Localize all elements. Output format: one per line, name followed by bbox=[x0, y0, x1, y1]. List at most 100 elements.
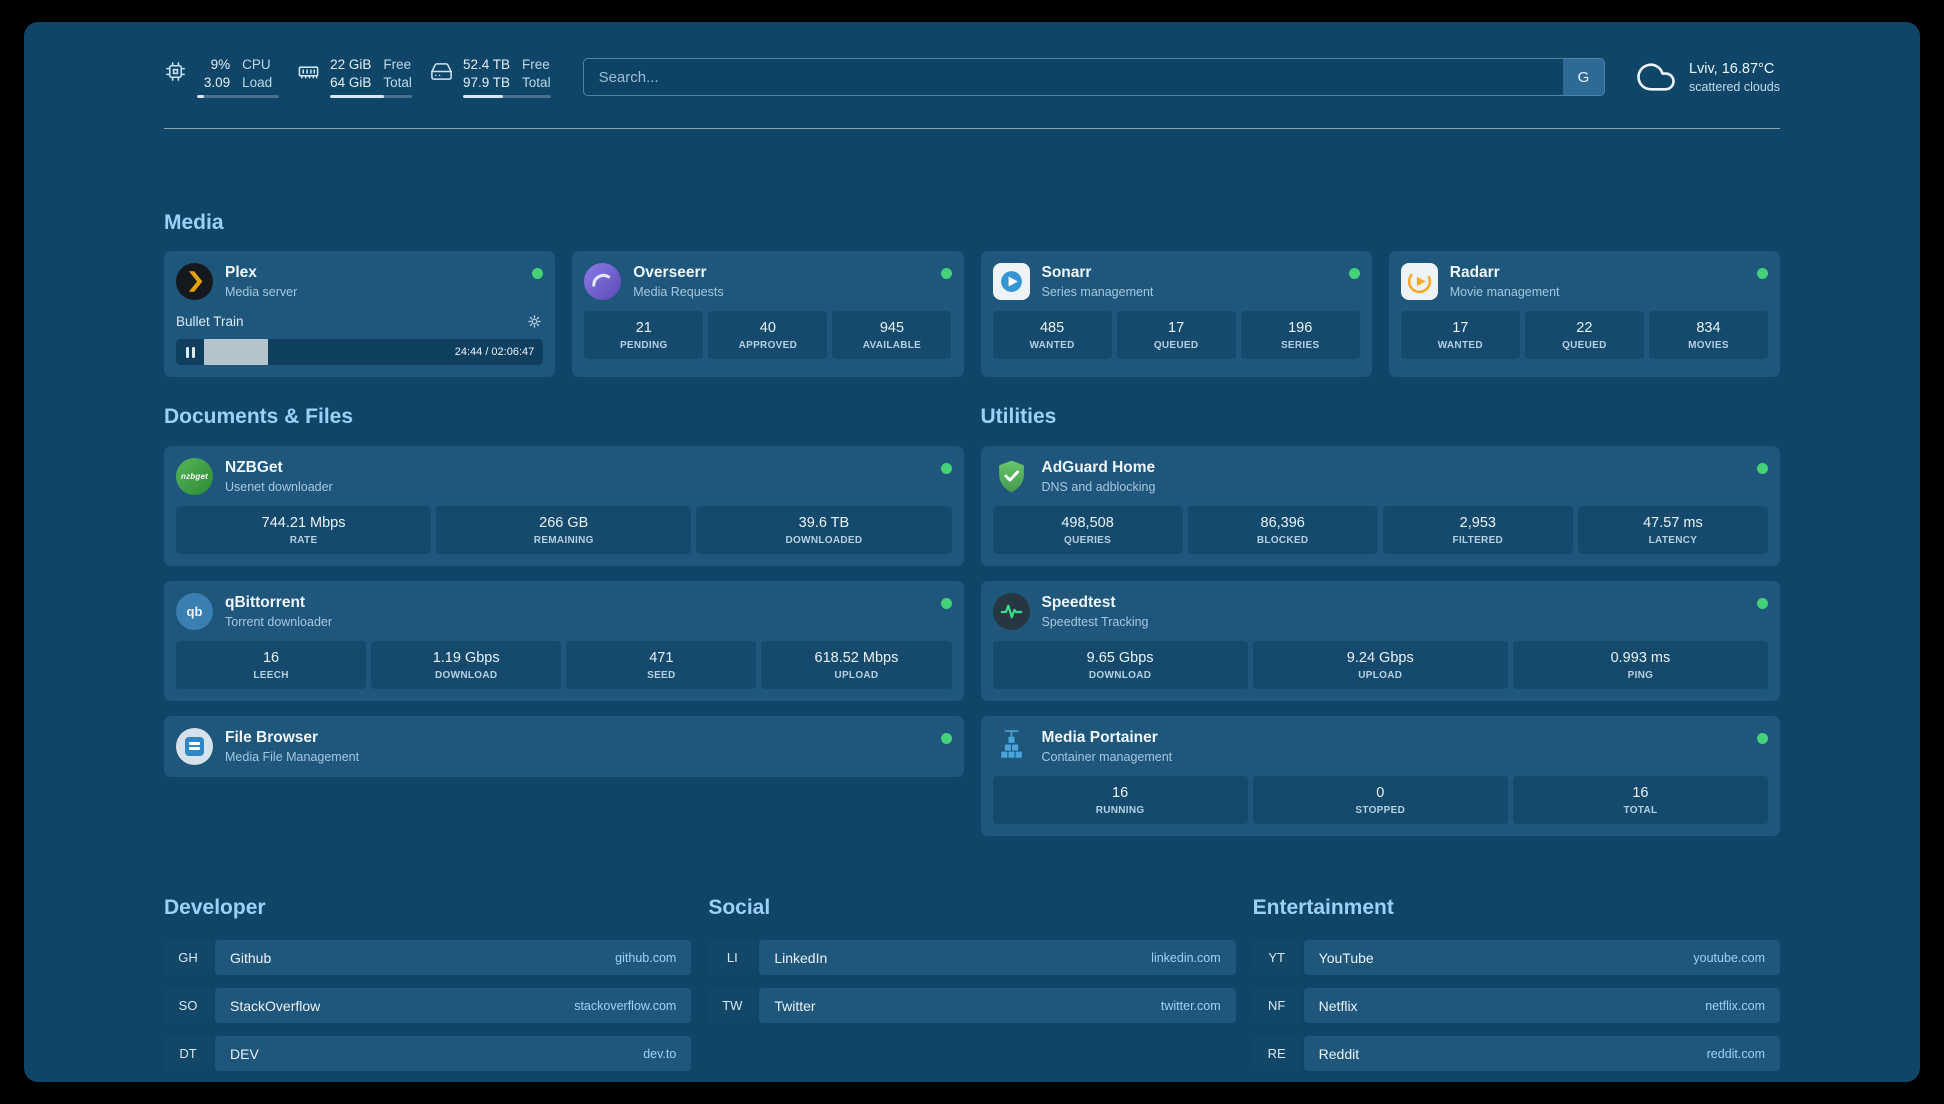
service-card-adguard[interactable]: AdGuard Home DNS and adblocking 498,508 Q… bbox=[980, 446, 1780, 566]
disk-free: 52.4 TB bbox=[463, 57, 511, 72]
stat-box: 16 LEECH bbox=[176, 641, 367, 689]
cpu-usage-bar bbox=[197, 95, 279, 98]
radarr-icon bbox=[1400, 263, 1438, 300]
bookmark-abbr: RE bbox=[1252, 1036, 1301, 1071]
service-subtitle: Media Requests bbox=[633, 285, 724, 299]
section-title-media: Media bbox=[164, 211, 224, 234]
playback-time: 24:44 / 02:06:47 bbox=[454, 346, 535, 358]
bookmark-dev[interactable]: DT DEV dev.to bbox=[164, 1036, 692, 1071]
playback-progress-bar[interactable] bbox=[204, 339, 543, 365]
bookmark-linkedin[interactable]: LI LinkedIn linkedin.com bbox=[708, 940, 1236, 975]
memory-total-label: Total bbox=[383, 75, 412, 90]
disk-free-label: Free bbox=[522, 57, 550, 72]
service-subtitle: Media server bbox=[225, 285, 298, 299]
stat-box: 266 GB REMAINING bbox=[436, 506, 692, 554]
status-online-dot bbox=[1757, 733, 1768, 744]
memory-usage-fill bbox=[330, 95, 385, 98]
bookmark-abbr: LI bbox=[708, 940, 757, 975]
section-title-utilities: Utilities bbox=[980, 405, 1057, 428]
weather-condition: scattered clouds bbox=[1688, 79, 1780, 94]
bookmark-abbr: SO bbox=[164, 988, 212, 1023]
service-name: Speedtest bbox=[1041, 594, 1116, 611]
status-online-dot bbox=[1757, 598, 1768, 609]
section-documents: Documents & Files nzbget NZBGet Usenet d… bbox=[164, 405, 964, 836]
service-subtitle: Speedtest Tracking bbox=[1041, 615, 1149, 629]
stat-box: 485 WANTED bbox=[992, 311, 1112, 359]
section-title-social: Social bbox=[708, 896, 771, 919]
section-title-developer: Developer bbox=[164, 896, 266, 919]
bookmark-name: Netflix bbox=[1318, 997, 1358, 1014]
media-player-bar: 24:44 / 02:06:47 bbox=[176, 339, 544, 365]
bookmark-group-developer: Developer GH Github github.com SO StackOv… bbox=[164, 896, 692, 1071]
service-card-qbittorrent[interactable]: qb qBittorrent Torrent downloader 16 LEEC… bbox=[164, 581, 964, 701]
bookmark-netflix[interactable]: NF Netflix netflix.com bbox=[1252, 988, 1780, 1023]
bookmark-name: StackOverflow bbox=[230, 997, 321, 1014]
stat-box: 9.65 Gbps DOWNLOAD bbox=[992, 641, 1248, 689]
gear-icon[interactable] bbox=[526, 313, 543, 330]
bookmark-group-entertainment: Entertainment YT YouTube youtube.com NF N… bbox=[1252, 896, 1780, 1071]
pause-button[interactable] bbox=[176, 339, 204, 365]
bookmark-name: LinkedIn bbox=[774, 949, 828, 966]
stat-box: 40 APPROVED bbox=[708, 311, 828, 359]
bookmark-name: YouTube bbox=[1318, 949, 1374, 966]
filebrowser-icon bbox=[176, 728, 213, 765]
stat-box: 17 QUEUED bbox=[1116, 311, 1236, 359]
service-subtitle: Torrent downloader bbox=[225, 615, 333, 629]
status-online-dot bbox=[532, 268, 544, 279]
service-card-filebrowser[interactable]: File Browser Media File Management bbox=[164, 716, 964, 777]
service-card-portainer[interactable]: Media Portainer Container management 16 R… bbox=[980, 716, 1780, 836]
search-provider-button[interactable]: G bbox=[1562, 59, 1604, 95]
stat-box: 47.57 ms LATENCY bbox=[1577, 506, 1768, 554]
status-online-dot bbox=[940, 268, 952, 279]
service-subtitle: Usenet downloader bbox=[225, 480, 333, 494]
service-name: File Browser bbox=[225, 729, 319, 746]
bookmark-abbr: DT bbox=[164, 1036, 212, 1071]
memory-widget: 22 GiB Free 64 GiB Total bbox=[297, 56, 412, 98]
disk-total: 97.9 TB bbox=[463, 75, 511, 90]
disk-icon bbox=[431, 63, 452, 80]
stat-box: 834 MOVIES bbox=[1648, 311, 1768, 359]
service-card-nzbget[interactable]: nzbget NZBGet Usenet downloader 744.21 M… bbox=[164, 446, 964, 566]
memory-free-label: Free bbox=[383, 57, 412, 72]
stat-box: 618.52 Mbps UPLOAD bbox=[761, 641, 952, 689]
section-title-entertainment: Entertainment bbox=[1252, 896, 1394, 919]
service-subtitle: Container management bbox=[1041, 750, 1173, 764]
service-card-sonarr[interactable]: Sonarr Series management 485 WANTED 17 QUE… bbox=[980, 251, 1372, 377]
search-input[interactable] bbox=[583, 59, 1563, 95]
bookmark-url: twitter.com bbox=[1160, 998, 1221, 1013]
bookmark-url: dev.to bbox=[643, 1046, 677, 1061]
cpu-usage-fill bbox=[197, 95, 205, 98]
sonarr-icon bbox=[992, 263, 1030, 300]
bookmark-url: stackoverflow.com bbox=[574, 998, 677, 1013]
disk-usage-fill bbox=[463, 95, 504, 98]
bookmark-abbr: TW bbox=[708, 988, 757, 1023]
search-bar: G bbox=[582, 58, 1605, 96]
cpu-label: CPU bbox=[242, 57, 271, 72]
bookmark-stackoverflow[interactable]: SO StackOverflow stackoverflow.com bbox=[164, 988, 692, 1023]
service-name: Plex bbox=[225, 264, 257, 281]
weather-location: Lviv, 16.87°C bbox=[1688, 60, 1775, 77]
cpu-load: 3.09 bbox=[203, 75, 231, 90]
service-name: Media Portainer bbox=[1041, 729, 1158, 746]
bookmark-url: youtube.com bbox=[1693, 950, 1765, 965]
bookmark-youtube[interactable]: YT YouTube youtube.com bbox=[1252, 940, 1780, 975]
service-card-speedtest[interactable]: Speedtest Speedtest Tracking 9.65 Gbps DO… bbox=[980, 581, 1780, 701]
service-card-radarr[interactable]: Radarr Movie management 17 WANTED 22 QUEUE… bbox=[1388, 251, 1780, 377]
bookmark-name: Github bbox=[230, 949, 272, 966]
status-online-dot bbox=[1757, 463, 1768, 474]
bookmark-url: linkedin.com bbox=[1151, 950, 1221, 965]
bookmark-reddit[interactable]: RE Reddit reddit.com bbox=[1252, 1036, 1780, 1071]
playback-progress-fill bbox=[204, 339, 269, 365]
section-title-documents: Documents & Files bbox=[164, 405, 354, 428]
bookmark-github[interactable]: GH Github github.com bbox=[164, 940, 692, 975]
cpu-widget: 9% CPU 3.09 Load bbox=[164, 56, 279, 98]
bookmark-abbr: NF bbox=[1252, 988, 1301, 1023]
stat-box: 2,953 FILTERED bbox=[1382, 506, 1573, 554]
service-card-overseerr[interactable]: Overseerr Media Requests 21 PENDING 40 APP… bbox=[572, 251, 964, 377]
stat-box: 945 AVAILABLE bbox=[832, 311, 952, 359]
nzbget-icon: nzbget bbox=[176, 458, 213, 495]
service-card-plex[interactable]: Plex Media server Bullet Train bbox=[164, 251, 556, 377]
memory-total: 64 GiB bbox=[330, 75, 372, 90]
stat-box: 39.6 TB DOWNLOADED bbox=[696, 506, 952, 554]
bookmark-twitter[interactable]: TW Twitter twitter.com bbox=[708, 988, 1236, 1023]
